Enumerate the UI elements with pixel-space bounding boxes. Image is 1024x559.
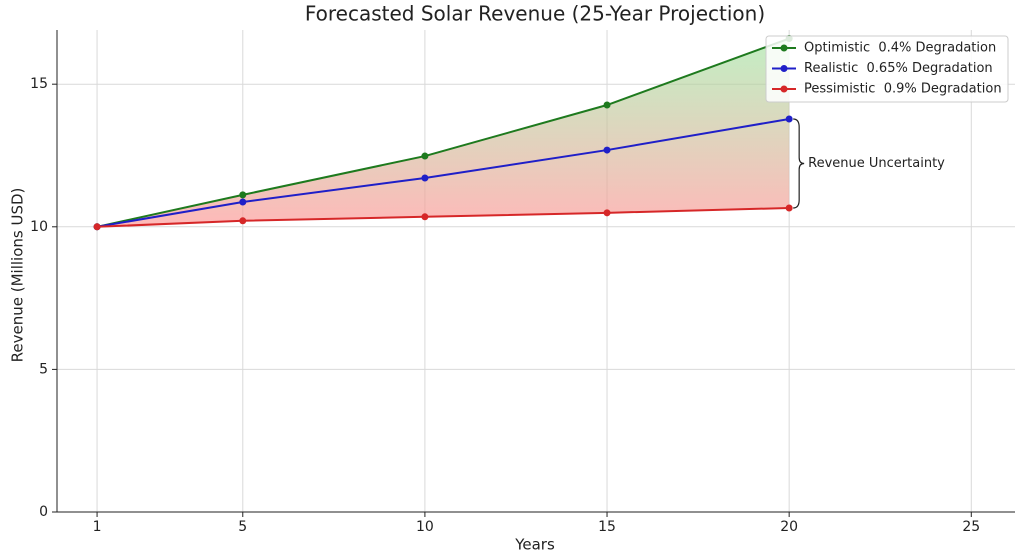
x-axis-label: Years: [514, 536, 555, 554]
data-point: [603, 209, 611, 217]
legend-box: [765, 35, 1009, 103]
y-tick-label: 0: [39, 504, 48, 520]
annotation: Revenue Uncertainty: [808, 156, 945, 171]
x-tick-label: 15: [598, 519, 616, 535]
data-point: [785, 204, 793, 212]
legend-label: Realistic 0.65% Degradation: [804, 61, 993, 76]
x-tick-label: 1: [93, 519, 102, 535]
data-point: [421, 174, 429, 182]
data-point: [785, 115, 793, 123]
x-tick-label: 10: [416, 519, 434, 535]
data-point: [421, 213, 429, 221]
x-tick-label: 20: [780, 519, 798, 535]
data-point: [239, 217, 247, 225]
y-tick-label: 15: [30, 76, 48, 92]
legend: Optimistic 0.4% Degradation Realistic 0.6…: [765, 35, 1009, 103]
data-point: [239, 191, 247, 199]
legend-marker: [780, 65, 788, 72]
data-point: [603, 146, 611, 154]
data-point: [239, 198, 247, 206]
legend-marker: [780, 44, 788, 52]
y-tick-label: 5: [39, 361, 48, 377]
x-tick-label: 25: [962, 519, 980, 535]
chart-title: Forecasted Solar Revenue (25-Year Projec…: [305, 2, 765, 26]
uncertainty-band: [97, 38, 790, 227]
brace: [793, 118, 805, 209]
x-tick-label: 5: [238, 519, 247, 535]
legend-label: Pessimistic 0.9% Degradation: [804, 82, 1002, 97]
data-point: [421, 152, 429, 160]
legend-label: Optimistic 0.4% Degradation: [804, 41, 996, 56]
y-tick-label: 10: [30, 219, 48, 235]
y-axis-label: Revenue (Millions USD): [9, 188, 27, 363]
data-point: [603, 101, 611, 109]
data-point: [93, 223, 101, 231]
legend-marker: [780, 85, 788, 93]
